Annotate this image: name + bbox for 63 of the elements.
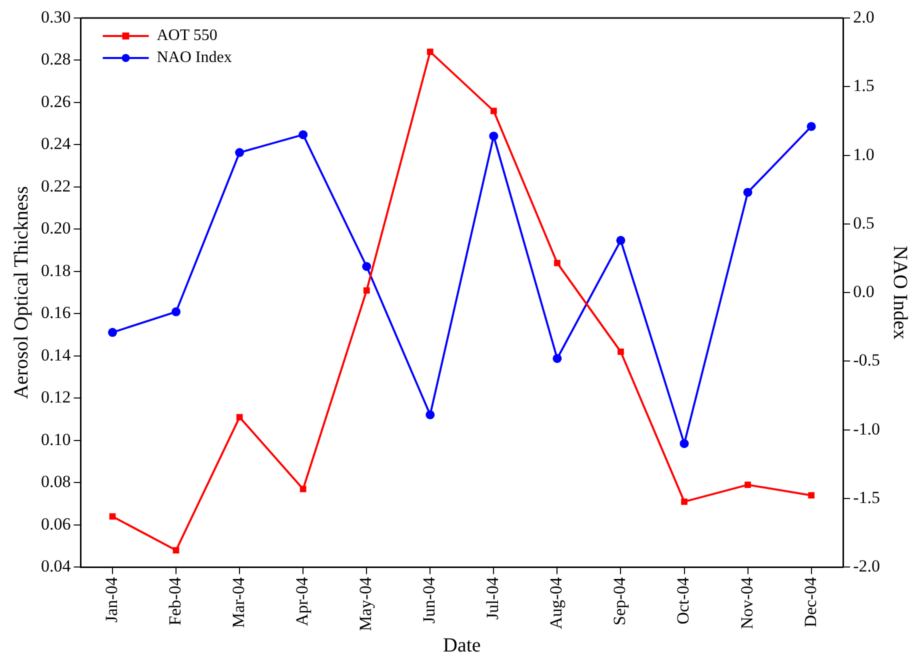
point	[743, 188, 752, 197]
y2-tick-label: 0.5	[853, 213, 874, 232]
y-tick-label: 0.12	[41, 388, 71, 407]
y-tick-label: 0.10	[41, 430, 71, 449]
point	[236, 414, 243, 420]
x-tick-label: Nov-04	[737, 576, 756, 630]
x-tick-label: Dec-04	[800, 576, 820, 628]
point	[680, 439, 689, 448]
y-tick-label: 0.22	[41, 176, 71, 196]
point	[298, 130, 308, 140]
y-tick-label: 0.06	[41, 514, 71, 534]
y2-tick-label: 1.0	[853, 144, 874, 164]
point	[744, 482, 751, 488]
y-tick-label: 0.24	[41, 134, 72, 154]
point	[426, 48, 434, 55]
y2-tick-label: -0.5	[853, 350, 880, 370]
y2-tick-label: -1.5	[853, 488, 880, 507]
x-tick-label: Jul-04	[483, 576, 502, 620]
point	[363, 287, 370, 294]
y2-axis-title: NAO Index	[888, 246, 911, 340]
y2-tick-label: -2.0	[853, 556, 880, 576]
point	[426, 410, 435, 420]
point	[554, 260, 560, 266]
point	[235, 148, 244, 158]
x-tick-label: Apr-04	[292, 576, 312, 626]
y-tick-label: 0.16	[41, 303, 71, 322]
point	[108, 328, 118, 337]
x-tick-label: Jan-04	[102, 576, 121, 623]
y2-tick-label: 2.0	[853, 7, 874, 26]
y-tick-label: 0.28	[41, 50, 71, 69]
point	[172, 307, 181, 316]
y-tick-label: 0.14	[41, 345, 72, 364]
x-axis-title: Date	[443, 634, 481, 656]
point	[490, 108, 497, 114]
y2-tick-label: -1.0	[853, 419, 880, 438]
x-tick-label: Feb-04	[166, 576, 185, 626]
y2-tick-label: 1.5	[853, 76, 874, 96]
y-tick-label: 0.26	[41, 92, 71, 111]
x-tick-label: Aug-04	[546, 576, 566, 630]
point	[300, 486, 306, 492]
y2-tick-label: 0.0	[853, 282, 874, 302]
point	[681, 498, 688, 505]
y-tick-label: 0.20	[41, 218, 71, 238]
x-tick-label: Mar-04	[229, 576, 248, 628]
x-tick-label: Sep-04	[610, 576, 630, 626]
x-tick-label: Jun-04	[420, 576, 439, 624]
point	[618, 348, 624, 355]
legend-label: AOT 550	[156, 27, 218, 44]
point	[489, 132, 498, 141]
x-tick-label: Oct-04	[674, 576, 693, 624]
y-axis-title: Aerosol Optical Thickness	[10, 186, 32, 400]
y-tick-label: 0.18	[41, 260, 71, 280]
y-tick-label: 0.04	[41, 556, 72, 576]
y-tick-label: 0.08	[41, 472, 71, 492]
legend-label: NAO Index	[156, 49, 232, 66]
point	[806, 122, 816, 131]
point	[172, 547, 180, 554]
point	[808, 492, 815, 499]
point	[362, 262, 372, 272]
y-tick-label: 0.30	[41, 7, 71, 26]
point	[616, 236, 626, 245]
point	[552, 354, 562, 363]
x-tick-label: May-04	[356, 576, 376, 632]
